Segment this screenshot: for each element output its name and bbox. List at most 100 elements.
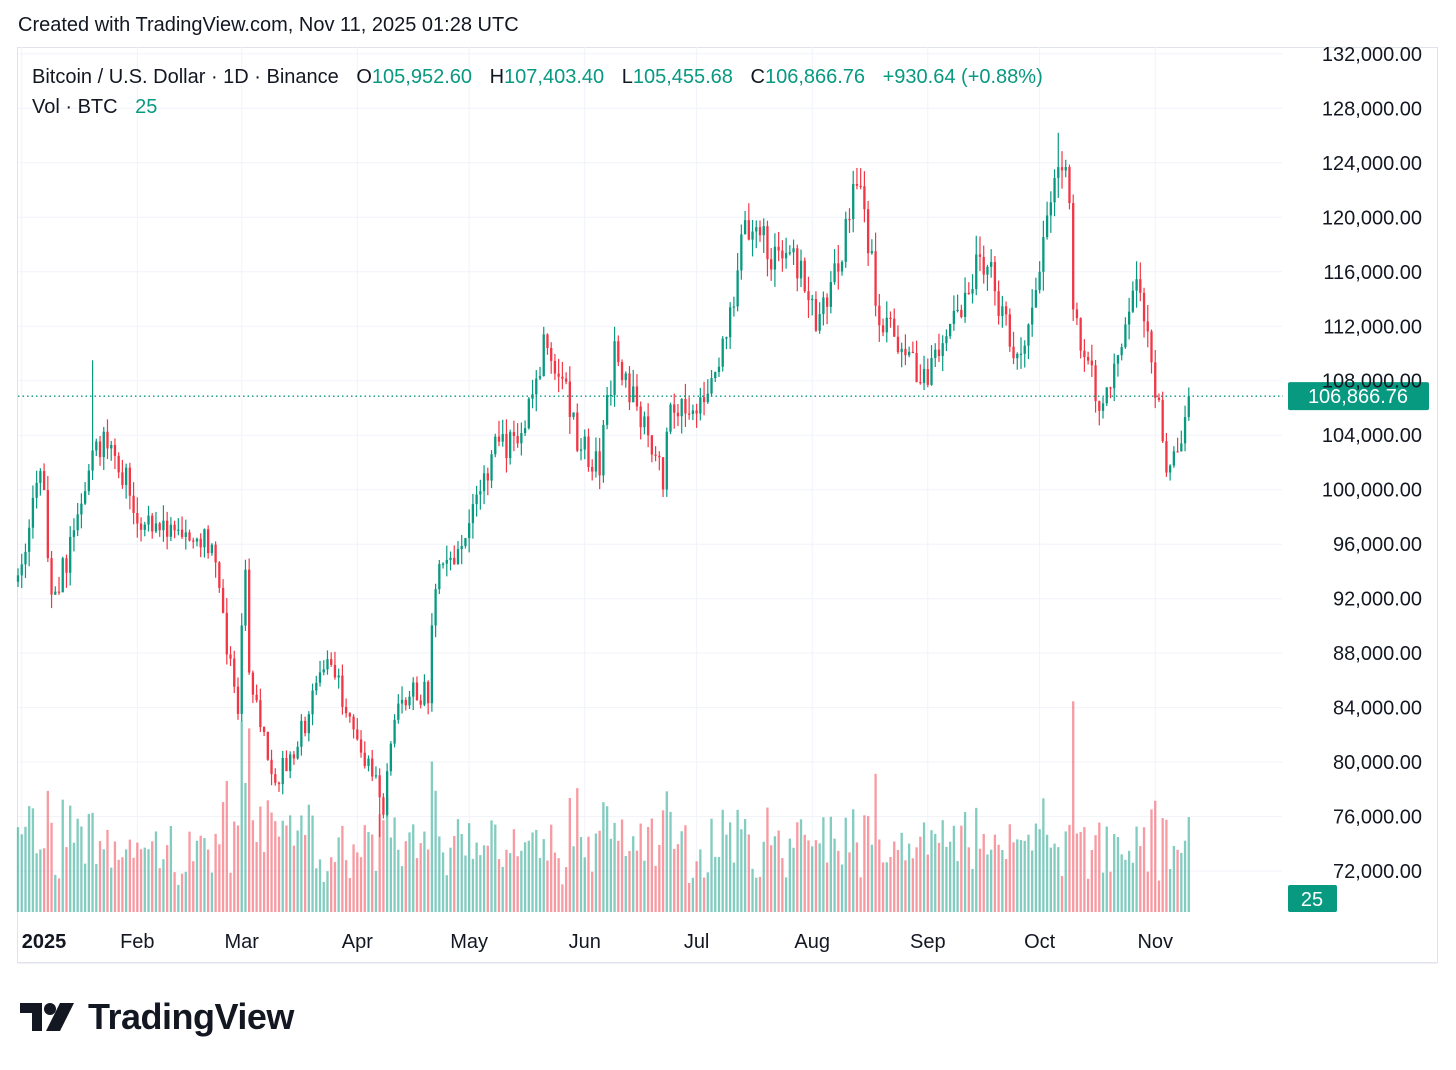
candle[interactable] — [542, 326, 545, 377]
candle[interactable] — [646, 403, 650, 448]
candle[interactable] — [426, 680, 430, 715]
candle[interactable] — [1079, 317, 1082, 359]
candle[interactable] — [352, 714, 355, 739]
candle[interactable] — [729, 302, 732, 349]
candle[interactable] — [855, 167, 859, 190]
candle[interactable] — [1023, 340, 1026, 368]
candle[interactable] — [404, 697, 407, 711]
candle[interactable] — [240, 613, 243, 722]
candle[interactable] — [751, 219, 754, 257]
candle[interactable] — [1090, 344, 1093, 377]
candle[interactable] — [400, 686, 404, 714]
candle[interactable] — [374, 766, 378, 779]
candle[interactable] — [874, 232, 877, 317]
candle[interactable] — [893, 308, 896, 337]
candle[interactable] — [307, 711, 310, 742]
candle[interactable] — [61, 556, 64, 593]
candle[interactable] — [978, 236, 982, 272]
candle[interactable] — [650, 434, 654, 463]
candle[interactable] — [393, 714, 396, 748]
candle[interactable] — [602, 419, 605, 483]
candle[interactable] — [572, 412, 575, 420]
candle[interactable] — [975, 235, 978, 296]
candle[interactable] — [180, 516, 184, 540]
candle[interactable] — [676, 403, 680, 427]
candle[interactable] — [520, 422, 523, 456]
candle[interactable] — [195, 537, 199, 547]
candle[interactable] — [654, 446, 657, 462]
candle[interactable] — [773, 233, 777, 287]
candle[interactable] — [419, 694, 422, 709]
candle[interactable] — [523, 420, 527, 437]
candle[interactable] — [967, 282, 970, 295]
candle[interactable] — [1004, 301, 1008, 326]
candle[interactable] — [1001, 295, 1004, 328]
candle[interactable] — [628, 366, 631, 411]
candle[interactable] — [490, 450, 493, 489]
candle[interactable] — [948, 323, 952, 339]
candle[interactable] — [20, 553, 23, 589]
candle[interactable] — [661, 457, 665, 498]
candle[interactable] — [702, 381, 706, 416]
candle[interactable] — [881, 318, 885, 337]
candle[interactable] — [207, 525, 210, 559]
candle[interactable] — [162, 505, 165, 542]
candle[interactable] — [680, 398, 683, 434]
candle[interactable] — [934, 343, 937, 368]
candle[interactable] — [956, 294, 959, 313]
candle[interactable] — [837, 244, 840, 290]
candle[interactable] — [147, 505, 150, 532]
candle[interactable] — [1045, 201, 1049, 240]
candle[interactable] — [423, 674, 426, 707]
candle[interactable] — [382, 793, 385, 819]
candle[interactable] — [1053, 169, 1056, 217]
candle[interactable] — [46, 475, 49, 562]
candle[interactable] — [501, 419, 504, 447]
candle[interactable] — [591, 459, 594, 481]
candle[interactable] — [95, 438, 98, 457]
candle[interactable] — [937, 333, 941, 362]
candle[interactable] — [72, 518, 76, 552]
candle[interactable] — [482, 465, 486, 505]
candle[interactable] — [1027, 323, 1030, 360]
candle[interactable] — [158, 521, 161, 537]
candle[interactable] — [822, 291, 825, 326]
candle[interactable] — [1168, 464, 1172, 481]
candle[interactable] — [1131, 281, 1135, 313]
candle[interactable] — [632, 369, 635, 403]
candle[interactable] — [691, 404, 695, 421]
candle[interactable] — [441, 562, 445, 569]
candle[interactable] — [1161, 391, 1164, 443]
candle[interactable] — [497, 420, 501, 447]
candle[interactable] — [799, 249, 803, 287]
candle[interactable] — [35, 470, 38, 509]
candle[interactable] — [710, 369, 713, 397]
candle[interactable] — [784, 237, 788, 269]
candle[interactable] — [1057, 132, 1060, 198]
candle[interactable] — [337, 668, 340, 689]
candle[interactable] — [397, 694, 400, 724]
candle[interactable] — [687, 397, 691, 420]
candle[interactable] — [550, 342, 553, 374]
candle[interactable] — [1176, 437, 1179, 453]
candle[interactable] — [65, 554, 68, 588]
candle[interactable] — [430, 613, 434, 712]
candle[interactable] — [919, 364, 922, 385]
candle[interactable] — [889, 311, 892, 328]
candle[interactable] — [1101, 397, 1105, 419]
candle[interactable] — [1034, 277, 1038, 308]
candle[interactable] — [1012, 331, 1015, 365]
candle[interactable] — [270, 749, 273, 786]
candle[interactable] — [322, 660, 325, 676]
candle[interactable] — [1127, 297, 1131, 340]
candle[interactable] — [471, 493, 475, 539]
candle[interactable] — [1154, 350, 1157, 409]
candle[interactable] — [1042, 220, 1045, 291]
candle[interactable] — [829, 271, 832, 314]
candle[interactable] — [553, 353, 557, 380]
candle[interactable] — [1083, 339, 1086, 372]
candle[interactable] — [848, 208, 851, 233]
candle[interactable] — [1109, 386, 1112, 399]
candle[interactable] — [807, 276, 810, 318]
candle[interactable] — [509, 429, 512, 465]
